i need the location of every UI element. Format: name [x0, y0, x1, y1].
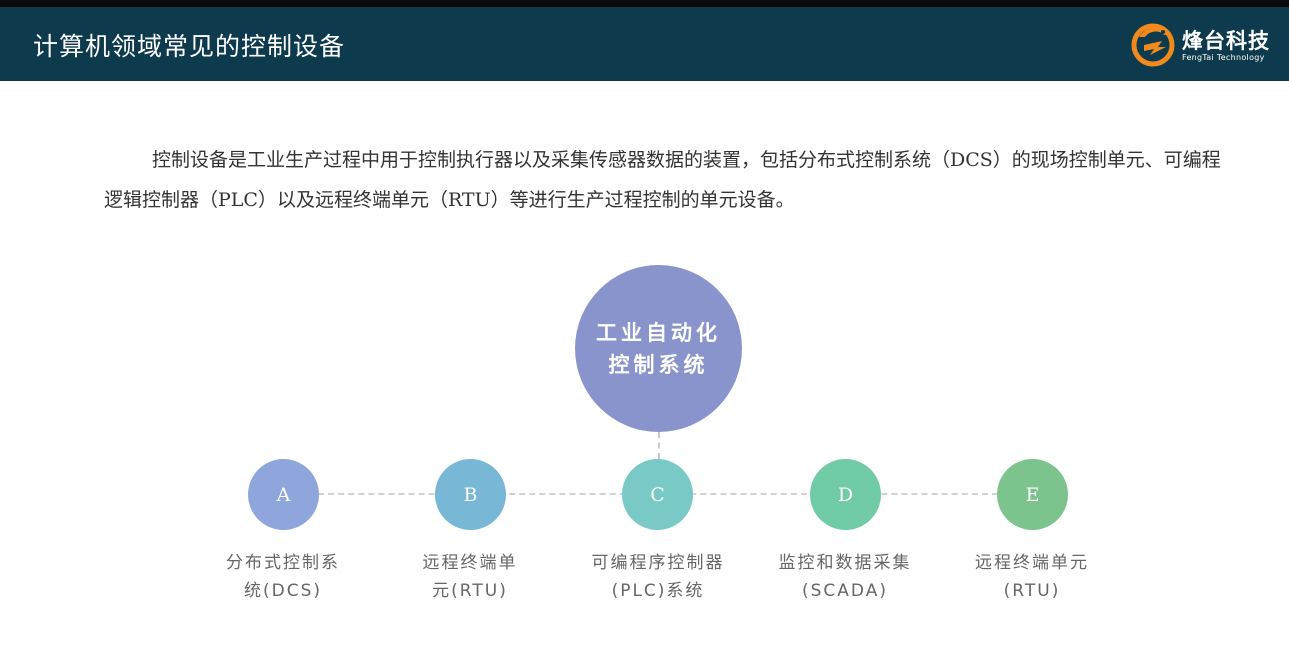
node-letter: B — [463, 483, 478, 506]
hub-circle: 工业自动化 控制系统 — [575, 265, 742, 432]
node-a-label: 分布式控制系 统(DCS) — [208, 549, 358, 605]
dragon-logo-icon — [1131, 23, 1175, 67]
node-c: C — [622, 459, 693, 530]
node-label-line: 分布式控制系 — [226, 553, 340, 573]
node-label-line: (PLC)系统 — [611, 581, 705, 601]
node-label-line: 远程终端单元 — [975, 553, 1089, 573]
page-title: 计算机领域常见的控制设备 — [33, 32, 346, 61]
node-e: E — [997, 459, 1068, 530]
logo-name: 烽台科技 — [1182, 29, 1270, 53]
header-bar: 计算机领域常见的控制设备 烽台科技 FengTai Technology — [0, 7, 1289, 81]
node-b-label: 远程终端单 元(RTU) — [395, 549, 545, 605]
node-a: A — [248, 459, 319, 530]
node-label-line: 可编程序控制器 — [591, 553, 725, 573]
node-label-line: (RTU) — [1003, 581, 1061, 601]
logo-subtitle: FengTai Technology — [1182, 53, 1265, 62]
node-label-line: 元(RTU) — [432, 581, 508, 601]
node-label-line: 远程终端单 — [422, 553, 518, 573]
node-label-line: 监控和数据采集 — [778, 553, 912, 573]
node-e-label: 远程终端单元 (RTU) — [957, 549, 1107, 605]
hub-connector-line — [658, 432, 660, 459]
node-letter: A — [276, 483, 291, 506]
hub-text: 工业自动化 控制系统 — [589, 317, 729, 381]
node-c-label: 可编程序控制器 (PLC)系统 — [576, 549, 740, 605]
hub-line-1: 工业自动化 — [596, 320, 721, 345]
top-strip — [0, 0, 1289, 7]
node-letter: E — [1025, 483, 1040, 506]
node-label-line: (SCADA) — [802, 581, 888, 601]
node-d-label: 监控和数据采集 (SCADA) — [763, 549, 927, 605]
node-letter: D — [837, 483, 854, 506]
node-d: D — [810, 459, 881, 530]
node-letter: C — [650, 483, 665, 506]
intro-paragraph: 控制设备是工业生产过程中用于控制执行器以及采集传感器数据的装置，包括分布式控制系… — [104, 149, 1221, 211]
node-b: B — [435, 459, 506, 530]
hub-line-2: 控制系统 — [608, 352, 709, 377]
company-logo: 烽台科技 FengTai Technology — [1130, 19, 1280, 75]
node-label-line: 统(DCS) — [243, 581, 323, 601]
